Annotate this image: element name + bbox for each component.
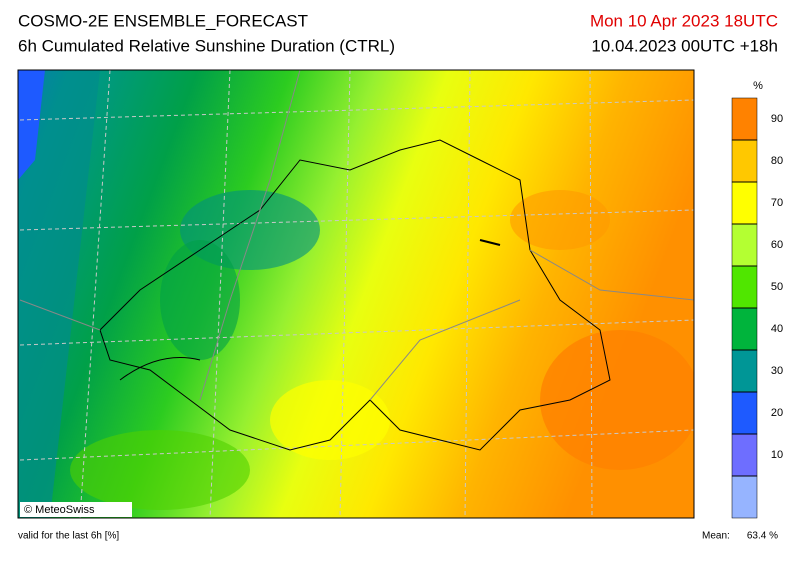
legend-swatch bbox=[731, 475, 758, 519]
credit: © MeteoSwiss bbox=[24, 504, 95, 516]
sunshine-field bbox=[18, 70, 694, 518]
legend-tick-label: 60 bbox=[771, 239, 783, 251]
legend-swatch bbox=[731, 307, 758, 351]
legend-swatch bbox=[731, 349, 758, 393]
valid-time: Mon 10 Apr 2023 18UTC bbox=[590, 11, 778, 30]
legend-tick-label: 90 bbox=[771, 113, 783, 125]
legend-swatch bbox=[731, 181, 758, 225]
subtitle: 6h Cumulated Relative Sunshine Duration … bbox=[18, 36, 395, 55]
legend-swatch bbox=[731, 391, 758, 435]
legend-tick-label: 80 bbox=[771, 155, 783, 167]
legend-swatch bbox=[731, 265, 758, 309]
map-frame bbox=[17, 69, 695, 519]
mean-label: Mean: bbox=[702, 531, 730, 542]
legend-tick-label: 20 bbox=[771, 407, 783, 419]
legend-swatch bbox=[731, 223, 758, 267]
credit-box bbox=[20, 502, 132, 517]
mean-value: 63.4 % bbox=[747, 531, 778, 542]
legend-unit: % bbox=[753, 80, 763, 92]
legend-swatch bbox=[731, 97, 758, 141]
legend-tick-label: 50 bbox=[771, 281, 783, 293]
run-time: 10.04.2023 00UTC +18h bbox=[591, 36, 778, 55]
legend-tick-label: 70 bbox=[771, 197, 783, 209]
legend-tick-label: 10 bbox=[771, 449, 783, 461]
legend-tick-label: 40 bbox=[771, 323, 783, 335]
legend-tick-label: 30 bbox=[771, 365, 783, 377]
legend-swatch bbox=[731, 139, 758, 183]
legend-swatch bbox=[731, 433, 758, 477]
title: COSMO-2E ENSEMBLE_FORECAST bbox=[18, 11, 308, 30]
footer-note: valid for the last 6h [%] bbox=[18, 531, 119, 542]
